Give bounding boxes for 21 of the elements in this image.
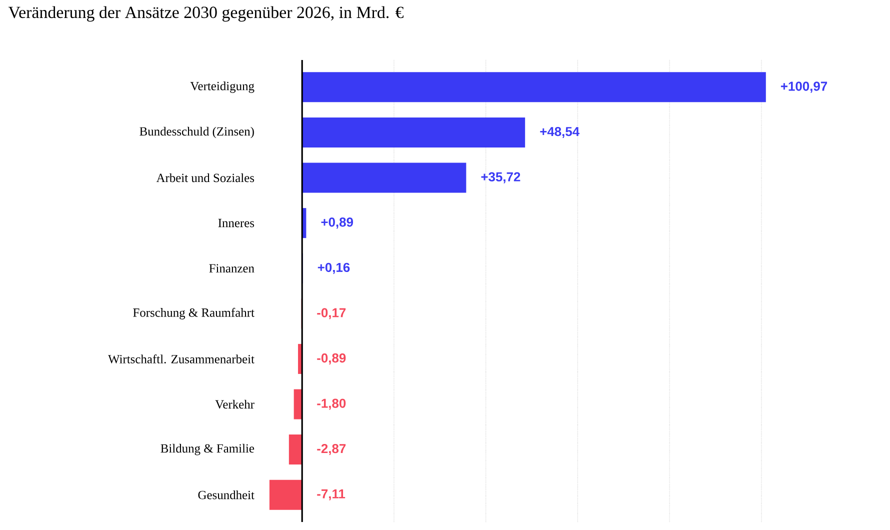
- y-tick-label: Bundesschuld (Zinsen): [140, 126, 254, 138]
- data-label: -2,87: [317, 444, 346, 456]
- data-label: +35,72: [481, 172, 520, 184]
- y-tick-label: Verteidigung: [190, 82, 254, 93]
- y-tick-label: Finanzen: [209, 264, 254, 273]
- data-label: +48,54: [540, 126, 580, 138]
- y-tick-label: Inneres: [218, 218, 254, 228]
- data-label: -0,89: [317, 353, 346, 364]
- y-tick-label: Arbeit und Soziales: [156, 173, 254, 182]
- y-tick-label: Wirtschaftl. Zusammenarbeit: [108, 354, 254, 364]
- chart-title: Veränderung der Ansätze 2030 gegenüber 2026, in Mrd. €: [8, 6, 404, 22]
- data-label: +0,89: [321, 218, 353, 229]
- data-label: -7,11: [317, 489, 346, 500]
- y-tick-label: Bildung & Familie: [160, 444, 254, 456]
- data-label: +0,16: [318, 262, 350, 274]
- y-tick-label: Gesundheit: [198, 490, 254, 500]
- y-tick-label: Forschung & Raumfahrt: [133, 308, 254, 320]
- data-label: -1,80: [317, 398, 346, 410]
- y-tick-label: Verkehr: [215, 400, 254, 409]
- data-label: +100,97: [780, 82, 828, 93]
- data-label: -0,17: [317, 308, 346, 320]
